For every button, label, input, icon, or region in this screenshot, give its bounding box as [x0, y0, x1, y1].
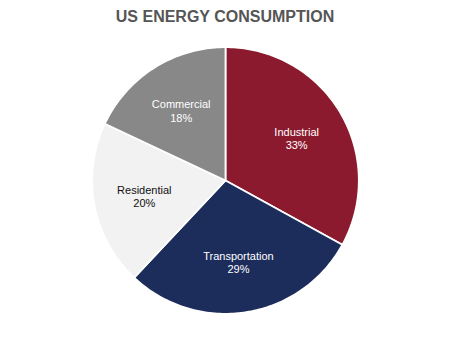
svg-text:Residential20%: Residential20%: [117, 184, 171, 209]
svg-text:Industrial33%: Industrial33%: [274, 126, 319, 151]
html-text:US ENERGY CONSUMPTION: US ENERGY CONSUMPTION: [115, 8, 335, 25]
svg-text:Commercial18%: Commercial18%: [152, 98, 211, 123]
svg-text:Transportation29%: Transportation29%: [203, 250, 274, 275]
